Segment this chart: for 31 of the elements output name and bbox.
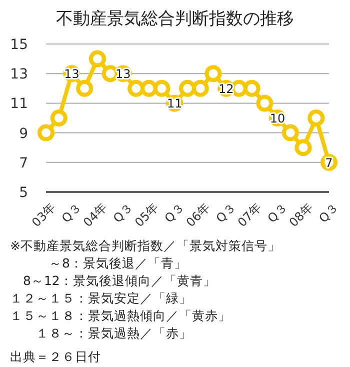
point [243, 80, 260, 97]
y-tick-label: 15 [10, 37, 28, 53]
data-label: 7 [325, 156, 333, 170]
point [153, 80, 170, 97]
x-tick-label: 03年 [29, 200, 58, 230]
point [38, 124, 54, 142]
text: ～8：景気後退／「青」 [10, 256, 187, 270]
point [204, 65, 222, 82]
y-tick-label: 13 [10, 66, 28, 83]
text: １５～１８：景気過熱傾向／「黄赤」 [10, 308, 231, 323]
point [88, 50, 106, 68]
y-tick-label: 7 [19, 155, 28, 172]
x-tick-label: Q３ [316, 200, 342, 226]
point [282, 124, 299, 142]
point [192, 80, 209, 97]
y-tick-label: 9 [19, 126, 28, 142]
text: １８～：景気過熱／「赤」 [10, 326, 192, 340]
point [256, 94, 274, 112]
point [140, 80, 158, 97]
chart-title: 不動産景気総合判断指数の推移 [56, 9, 294, 29]
point [76, 80, 94, 97]
point [50, 110, 68, 126]
point [179, 80, 196, 97]
y-tick-label: 11 [10, 96, 28, 112]
y-tick-label: 5 [19, 185, 28, 201]
text: ※不動産景気総合判断指数／「景気対策信号」 [10, 238, 280, 253]
point [308, 110, 325, 126]
text: 8～12：景気後退傾向／「黄青」 [10, 273, 216, 288]
point [294, 139, 312, 156]
source-note: 出典＝２６日付 [10, 349, 101, 364]
text: １２～１５：景気安定／「緑」 [10, 290, 192, 306]
